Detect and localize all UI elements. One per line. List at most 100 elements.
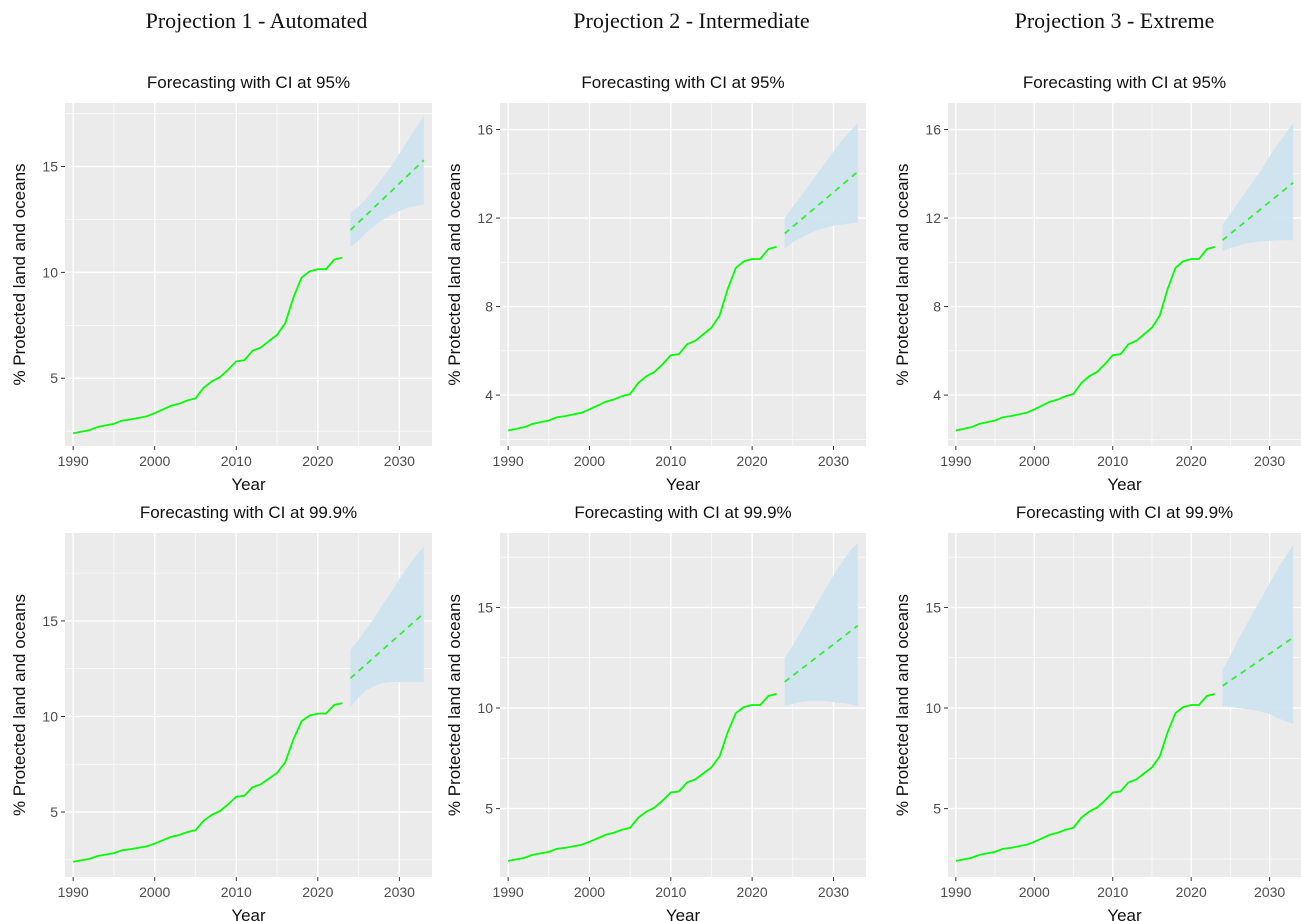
y-tick-label: 10 xyxy=(925,700,941,716)
chart-panel-6: 1990 2000 2010 2020 2030 5 10 15 Forecasting wit… xyxy=(893,503,1301,921)
y-tick-label: 10 xyxy=(42,264,58,280)
confidence-band xyxy=(350,546,424,707)
x-tick-label: 1990 xyxy=(940,453,971,469)
x-tick-label: 2000 xyxy=(139,884,170,900)
x-tick-label: 2020 xyxy=(737,884,768,900)
y-axis-label: % Protected land and oceans xyxy=(893,594,912,816)
forecast-series-line xyxy=(349,612,425,679)
y-axis-label: % Protected land and oceans xyxy=(10,594,29,816)
y-tick-label: 15 xyxy=(42,613,58,629)
forecast-series-line xyxy=(784,624,859,683)
y-tick-label: 5 xyxy=(933,801,941,817)
x-tick-label: 2010 xyxy=(1097,884,1128,900)
column-title-1: Projection 1 - Automated xyxy=(145,8,368,33)
y-tick-label: 8 xyxy=(485,299,493,315)
chart-title: Forecasting with CI at 95% xyxy=(1023,73,1226,92)
y-tick-label: 15 xyxy=(477,599,493,615)
observed-series-line xyxy=(955,245,1215,432)
column-title-2: Projection 2 - Intermediate xyxy=(573,8,810,33)
chart-title: Forecasting with CI at 95% xyxy=(147,73,350,92)
y-tick-label: 16 xyxy=(925,122,941,138)
plot-background xyxy=(65,103,432,446)
x-axis-label: Year xyxy=(1107,906,1142,921)
x-tick-label: 1990 xyxy=(940,884,971,900)
chart-panel-1: 1990 2000 2010 2020 2030 5 10 15 Forecasting wit… xyxy=(10,73,432,494)
plot-background xyxy=(948,103,1301,446)
confidence-band xyxy=(350,115,424,247)
x-axis-label: Year xyxy=(666,475,701,494)
chart-title: Forecasting with CI at 99.9% xyxy=(1016,503,1233,522)
x-tick-label: 2020 xyxy=(302,453,333,469)
x-tick-label: 1990 xyxy=(58,453,89,469)
y-tick-label: 10 xyxy=(42,708,58,724)
chart-title: Forecasting with CI at 99.9% xyxy=(140,503,357,522)
y-tick-label: 12 xyxy=(477,210,493,226)
x-axis-label: Year xyxy=(1107,475,1142,494)
plot-background xyxy=(500,533,866,877)
y-tick-label: 5 xyxy=(50,370,58,386)
y-tick-label: 12 xyxy=(925,210,941,226)
confidence-band xyxy=(1222,122,1294,252)
observed-series-line xyxy=(72,702,343,863)
x-axis-label: Year xyxy=(231,906,266,921)
x-tick-label: 2000 xyxy=(1019,453,1050,469)
column-title-3: Projection 3 - Extreme xyxy=(1014,8,1215,33)
x-tick-label: 2010 xyxy=(655,884,686,900)
chart-panel-3: 1990 2000 2010 2020 2030 4 8 12 16 Forecasting wi… xyxy=(893,73,1301,494)
x-tick-label: 2030 xyxy=(1254,453,1285,469)
forecast-series-line xyxy=(349,159,425,231)
x-axis-label: Year xyxy=(231,475,266,494)
x-tick-label: 1990 xyxy=(493,453,524,469)
x-tick-label: 1990 xyxy=(58,884,89,900)
x-tick-label: 1990 xyxy=(493,884,524,900)
x-tick-label: 2020 xyxy=(1176,884,1207,900)
y-tick-label: 16 xyxy=(477,122,493,138)
x-tick-label: 2030 xyxy=(818,453,849,469)
x-tick-label: 2000 xyxy=(574,884,605,900)
y-tick-label: 4 xyxy=(485,387,493,403)
y-tick-label: 10 xyxy=(477,700,493,716)
forecast-series-line xyxy=(784,170,859,235)
y-tick-label: 15 xyxy=(925,599,941,615)
y-axis-label: % Protected land and oceans xyxy=(445,163,464,385)
confidence-band xyxy=(784,543,858,707)
x-tick-label: 2000 xyxy=(139,453,170,469)
chart-panel-4: 1990 2000 2010 2020 2030 5 10 15 Forecasting wit… xyxy=(10,503,432,921)
x-tick-label: 2030 xyxy=(384,884,415,900)
chart-panel-5: 1990 2000 2010 2020 2030 5 10 15 Forecasting wit… xyxy=(445,503,866,921)
confidence-band xyxy=(1222,545,1294,725)
y-tick-label: 5 xyxy=(485,801,493,817)
y-axis-label: % Protected land and oceans xyxy=(893,163,912,385)
plot-background xyxy=(65,533,432,877)
observed-series-line xyxy=(507,693,777,862)
observed-series-line xyxy=(507,245,777,432)
x-tick-label: 2010 xyxy=(655,453,686,469)
x-tick-label: 2010 xyxy=(1097,453,1128,469)
x-tick-label: 2030 xyxy=(384,453,415,469)
x-tick-label: 2020 xyxy=(1176,453,1207,469)
x-tick-label: 2020 xyxy=(737,453,768,469)
plot-background xyxy=(500,103,866,446)
x-tick-label: 2010 xyxy=(221,453,252,469)
x-tick-label: 2020 xyxy=(302,884,333,900)
y-tick-label: 5 xyxy=(50,804,58,820)
observed-series-line xyxy=(955,693,1215,862)
x-tick-label: 2030 xyxy=(818,884,849,900)
y-tick-label: 15 xyxy=(42,159,58,175)
observed-series-line xyxy=(72,256,343,435)
y-tick-label: 4 xyxy=(933,387,941,403)
x-tick-label: 2000 xyxy=(1019,884,1050,900)
forecast-series-line xyxy=(1221,181,1294,241)
x-axis-label: Year xyxy=(666,906,701,921)
y-axis-label: % Protected land and oceans xyxy=(445,594,464,816)
x-tick-label: 2000 xyxy=(574,453,605,469)
y-tick-label: 8 xyxy=(933,299,941,315)
chart-title: Forecasting with CI at 95% xyxy=(581,73,784,92)
x-tick-label: 2030 xyxy=(1254,884,1285,900)
forecast-series-line xyxy=(1222,636,1294,687)
x-tick-label: 2010 xyxy=(221,884,252,900)
chart-panel-2: 1990 2000 2010 2020 2030 4 8 12 16 Forecasting wi… xyxy=(445,73,866,494)
y-axis-label: % Protected land and oceans xyxy=(10,163,29,385)
chart-title: Forecasting with CI at 99.9% xyxy=(574,503,791,522)
